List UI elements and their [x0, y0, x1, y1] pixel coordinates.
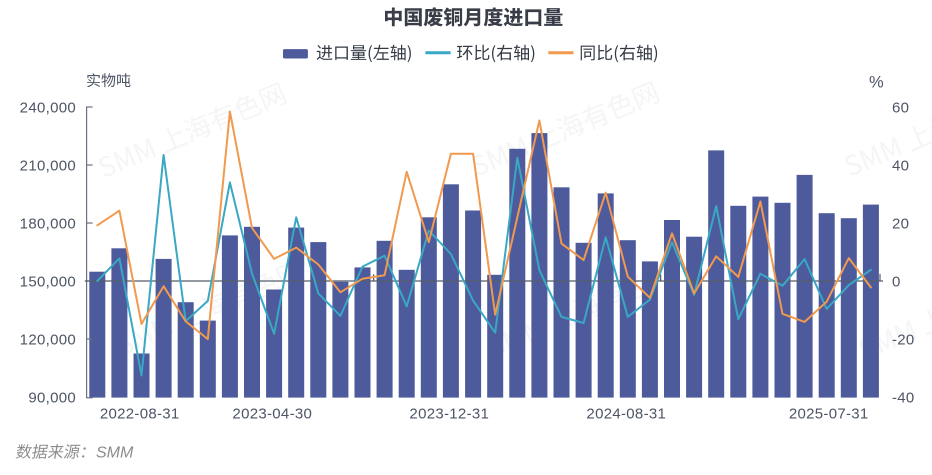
- svg-text:20: 20: [892, 215, 909, 232]
- svg-text:-20: -20: [892, 331, 915, 348]
- svg-text:2025-07-31: 2025-07-31: [789, 405, 869, 422]
- svg-text:SMM: SMM: [96, 445, 134, 462]
- svg-text:120,000: 120,000: [20, 331, 76, 348]
- svg-text:2023-12-31: 2023-12-31: [409, 405, 489, 422]
- svg-text:2023-04-30: 2023-04-30: [232, 405, 312, 422]
- svg-text:2024-08-31: 2024-08-31: [586, 405, 666, 422]
- svg-text:240,000: 240,000: [20, 99, 76, 116]
- svg-text:180,000: 180,000: [20, 215, 76, 232]
- svg-text:90,000: 90,000: [28, 389, 76, 406]
- svg-text:40: 40: [892, 157, 909, 174]
- svg-text:-40: -40: [892, 389, 915, 406]
- svg-text:%: %: [869, 74, 884, 92]
- svg-text:2022-08-31: 2022-08-31: [100, 405, 180, 422]
- svg-text:150,000: 150,000: [20, 273, 76, 290]
- svg-text:210,000: 210,000: [20, 157, 76, 174]
- svg-text:60: 60: [892, 99, 909, 116]
- svg-text:0: 0: [892, 273, 901, 290]
